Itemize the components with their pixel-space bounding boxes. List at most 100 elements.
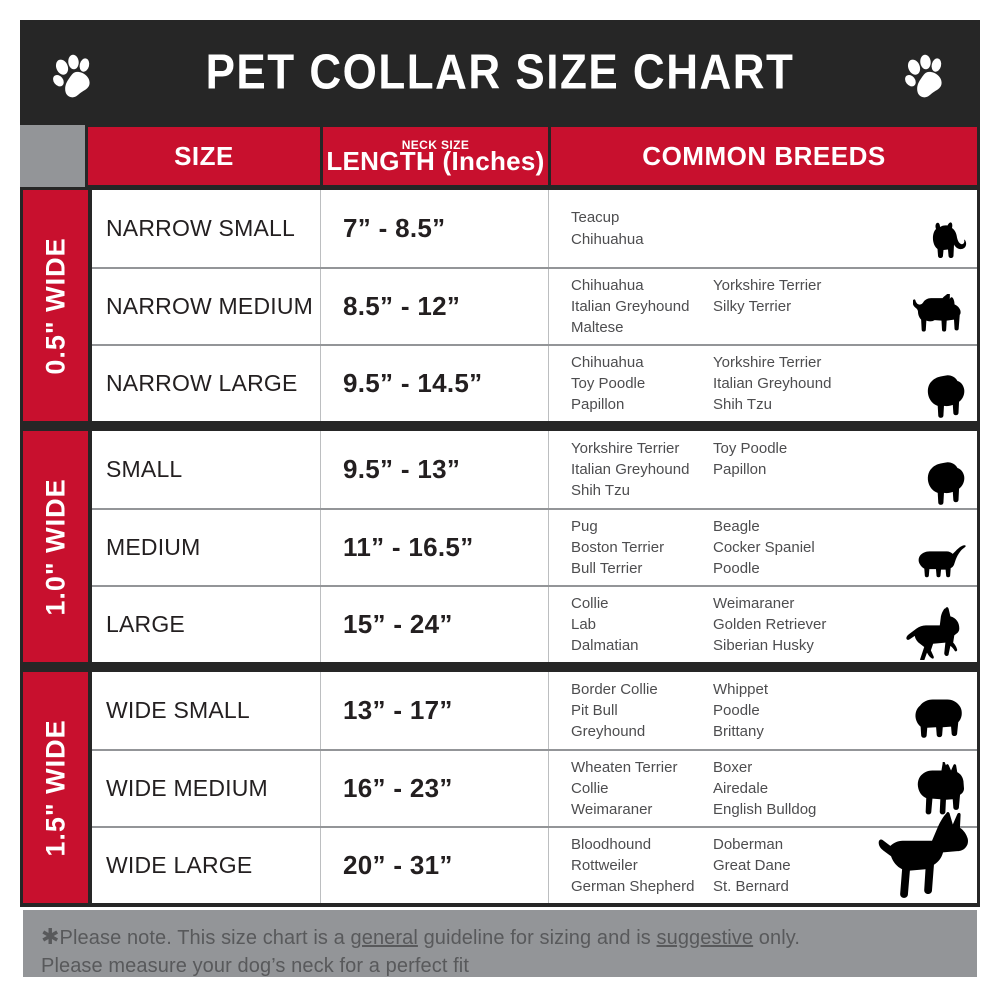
size-group: 0.5" WIDE NARROW SMALL 7” - 8.5” Teacup Chih… bbox=[20, 187, 980, 424]
breed-name: Yorkshire Terrier bbox=[713, 353, 822, 371]
breed-name: Bloodhound bbox=[571, 835, 652, 853]
breed-name: Maltese bbox=[571, 319, 624, 337]
breed-list-column-1: Chihuahua Toy Poodle Papillon bbox=[571, 352, 713, 416]
breed-name: Collie bbox=[571, 779, 609, 797]
page-title: PET COLLAR SIZE CHART bbox=[205, 44, 795, 100]
group-rows: NARROW SMALL 7” - 8.5” Teacup Chihuahua NARR… bbox=[92, 190, 977, 421]
paw-print-icon bbox=[48, 50, 100, 102]
cell-size: LARGE bbox=[92, 587, 321, 662]
chart-container: PET COLLAR SIZE CHART SIZE NECK SIZE LEN… bbox=[20, 20, 980, 980]
footer-line-2: Please measure your dog’s neck for a per… bbox=[41, 954, 469, 977]
yorkshire-terrier-silhouette bbox=[921, 219, 971, 265]
breed-name: Greyhound bbox=[571, 723, 646, 741]
table-header-row: SIZE NECK SIZE LENGTH (Inches) COMMON BR… bbox=[20, 125, 980, 187]
footer-underline-suggestive: suggestive bbox=[656, 927, 754, 949]
pomeranian-silhouette bbox=[919, 458, 971, 506]
breed-list-column-2 bbox=[713, 207, 843, 250]
breed-name: Chihuahua bbox=[571, 353, 644, 371]
cell-neck-length: 15” - 24” bbox=[321, 587, 549, 662]
breed-name: Yorkshire Terrier bbox=[571, 439, 680, 457]
cell-size: WIDE MEDIUM bbox=[92, 751, 321, 826]
breed-list-column-1: Pug Boston Terrier Bull Terrier bbox=[571, 516, 713, 580]
table-row[interactable]: SMALL 9.5” - 13” Yorkshire Terrier Italian … bbox=[92, 431, 977, 508]
breed-name: Boston Terrier bbox=[571, 538, 665, 556]
table-row[interactable]: MEDIUM 11” - 16.5” Pug Boston Terrier Bull T… bbox=[92, 508, 977, 585]
breed-name: Collie bbox=[571, 594, 609, 612]
table-row[interactable]: NARROW LARGE 9.5” - 14.5” Chihuahua Toy Poo… bbox=[92, 344, 977, 421]
table-row[interactable]: WIDE MEDIUM 16” - 23” Wheaten Terrier Colli… bbox=[92, 749, 977, 826]
column-header-length-superscript: NECK SIZE bbox=[401, 137, 470, 152]
breed-name: Brittany bbox=[713, 723, 764, 741]
cell-neck-length: 13” - 17” bbox=[321, 672, 549, 749]
table-row[interactable]: WIDE LARGE 20” - 31” Bloodhound Rottweiler G… bbox=[92, 811, 977, 903]
breed-name: German Shepherd bbox=[571, 878, 695, 896]
breed-name: Lab bbox=[571, 615, 597, 633]
breed-name: Dalmatian bbox=[571, 637, 639, 655]
cell-neck-length: 20” - 31” bbox=[321, 828, 549, 903]
table-row[interactable]: WIDE SMALL 13” - 17” Border Collie Pit Bull… bbox=[92, 672, 977, 749]
breed-name: Golden Retriever bbox=[713, 615, 827, 633]
cell-common-breeds: Pug Boston Terrier Bull Terrier Beagle Cocke… bbox=[549, 510, 977, 585]
footer-line-1: ✱Please note. This size chart is a gener… bbox=[41, 922, 959, 953]
breed-list-column-2: Yorkshire Terrier Italian Greyhound Shih T… bbox=[713, 352, 843, 416]
header-corner-cell bbox=[20, 125, 85, 187]
cell-neck-length: 9.5” - 13” bbox=[321, 431, 549, 508]
breed-name: Italian Greyhound bbox=[713, 374, 832, 392]
breed-name: Toy Poodle bbox=[713, 439, 788, 457]
breed-list-column-1: Border Collie Pit Bull Greyhound bbox=[571, 679, 713, 743]
breed-name: Teacup bbox=[571, 209, 620, 227]
husky-silhouette bbox=[893, 604, 971, 660]
cell-common-breeds: Bloodhound Rottweiler German Shepherd Dober… bbox=[549, 811, 977, 903]
beagle-silhouette bbox=[905, 541, 971, 583]
breed-name: Poodle bbox=[713, 701, 760, 719]
cell-size: NARROW LARGE bbox=[92, 346, 321, 421]
breed-name: Papillon bbox=[571, 396, 625, 414]
cell-neck-length: 11” - 16.5” bbox=[321, 510, 549, 585]
cell-neck-length: 7” - 8.5” bbox=[321, 190, 549, 267]
table-row[interactable]: LARGE 15” - 24” Collie Lab Dalmatian Weimaran… bbox=[92, 585, 977, 662]
breed-list-column-1: Teacup Chihuahua bbox=[571, 207, 713, 250]
group-width-label: 0.5" WIDE bbox=[23, 190, 88, 421]
footer-text-a: Please note. This size chart is a bbox=[59, 927, 351, 949]
breed-name: Wheaten Terrier bbox=[571, 758, 678, 776]
breed-name: Italian Greyhound bbox=[571, 460, 690, 478]
breed-name: Pug bbox=[571, 517, 598, 535]
breed-list-column-1: Collie Lab Dalmatian bbox=[571, 593, 713, 657]
cell-size: NARROW MEDIUM bbox=[92, 269, 321, 344]
chihuahua-silhouette bbox=[913, 294, 971, 342]
breed-name: English Bulldog bbox=[713, 801, 817, 819]
breed-list-column-2: Whippet Poodle Brittany bbox=[713, 679, 843, 743]
table-body: 0.5" WIDE NARROW SMALL 7” - 8.5” Teacup Chih… bbox=[20, 187, 980, 907]
doberman-silhouette bbox=[867, 809, 971, 901]
breed-name: Chihuahua bbox=[571, 230, 644, 248]
breed-name: Doberman bbox=[713, 835, 784, 853]
column-header-size: SIZE bbox=[88, 127, 320, 185]
table-row[interactable]: NARROW SMALL 7” - 8.5” Teacup Chihuahua bbox=[92, 190, 977, 267]
column-header-length: NECK SIZE LENGTH (Inches) bbox=[323, 127, 548, 185]
breed-name: St. Bernard bbox=[713, 878, 789, 896]
breed-list-column-2: Doberman Great Dane St. Bernard bbox=[713, 834, 843, 898]
footer-underline-general: general bbox=[350, 927, 418, 949]
group-width-label: 1.0" WIDE bbox=[23, 431, 88, 662]
breed-name: Yorkshire Terrier bbox=[713, 276, 822, 294]
group-width-label: 1.5" WIDE bbox=[23, 672, 88, 903]
column-header-common-breeds: COMMON BREEDS bbox=[551, 127, 977, 185]
breed-name: Great Dane bbox=[713, 856, 791, 874]
breed-name: Shih Tzu bbox=[571, 482, 630, 500]
cell-size: NARROW SMALL bbox=[92, 190, 321, 267]
breed-name: Weimaraner bbox=[713, 594, 795, 612]
footer-note: ✱Please note. This size chart is a gener… bbox=[23, 910, 977, 977]
pomeranian-silhouette bbox=[919, 371, 971, 419]
breed-name: Boxer bbox=[713, 758, 753, 776]
cell-size: MEDIUM bbox=[92, 510, 321, 585]
breed-name: Pit Bull bbox=[571, 701, 618, 719]
breed-list-column-1: Chihuahua Italian Greyhound Maltese bbox=[571, 275, 713, 339]
breed-list-column-2: Boxer Airedale English Bulldog bbox=[713, 757, 843, 821]
table-row[interactable]: NARROW MEDIUM 8.5” - 12” Chihuahua Italian … bbox=[92, 267, 977, 344]
breed-name: Cocker Spaniel bbox=[713, 538, 815, 556]
boxer-silhouette bbox=[895, 762, 971, 824]
breed-list-column-2: Weimaraner Golden Retriever Siberian Husky bbox=[713, 593, 843, 657]
cell-common-breeds: Yorkshire Terrier Italian Greyhound Shih T… bbox=[549, 431, 977, 508]
group-rows: SMALL 9.5” - 13” Yorkshire Terrier Italian … bbox=[92, 431, 977, 662]
